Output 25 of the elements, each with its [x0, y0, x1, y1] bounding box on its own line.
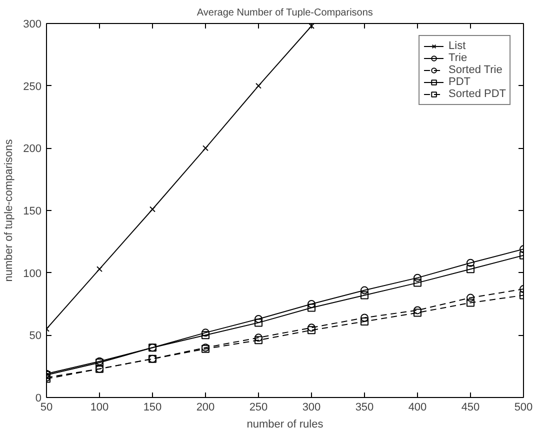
y-tick-label: 250: [23, 80, 42, 93]
y-tick-label: 0: [35, 392, 42, 404]
y-tick-label: 100: [23, 268, 42, 280]
y-axis-title: number of tuple-comparisons: [3, 138, 16, 282]
y-tick-label: 150: [23, 206, 42, 218]
x-tick-label: 200: [196, 402, 215, 414]
legend-label: Trie: [448, 52, 468, 64]
legend-label: Sorted Trie: [448, 64, 502, 76]
y-tick-label: 300: [23, 18, 42, 30]
legend-label: PDT: [448, 76, 471, 88]
x-tick-label: 250: [249, 402, 268, 414]
legend-label: List: [448, 40, 467, 52]
x-tick-label: 100: [90, 402, 109, 414]
x-tick-label: 400: [408, 402, 427, 414]
x-tick-label: 450: [461, 402, 480, 414]
chart-title: Average Number of Tuple-Comparisons: [196, 8, 373, 18]
x-tick-label: 500: [514, 402, 533, 414]
y-tick-label: 200: [23, 143, 42, 156]
x-tick-label: 50: [40, 402, 53, 414]
x-tick-label: 300: [302, 402, 321, 414]
y-tick-label: 50: [29, 330, 42, 342]
x-axis-title: number of rules: [246, 418, 324, 430]
x-tick-label: 350: [355, 402, 374, 414]
x-tick-label: 150: [143, 402, 162, 414]
legend-label: Sorted PDT: [448, 88, 506, 100]
